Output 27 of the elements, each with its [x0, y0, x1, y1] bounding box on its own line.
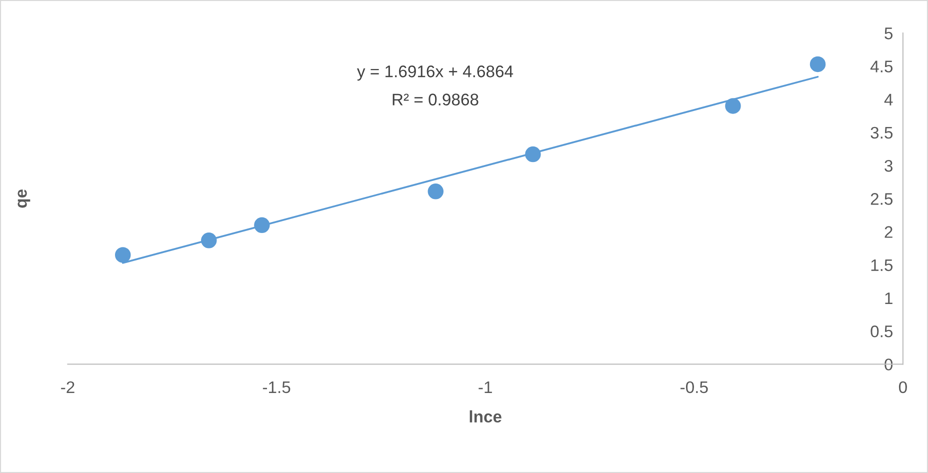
y-axis-title: qe — [18, 190, 30, 208]
point — [428, 184, 444, 200]
y-tick-label: 1.5 — [871, 259, 893, 272]
point — [254, 217, 270, 234]
x-tick-label: -1.5 — [262, 381, 290, 394]
point — [115, 247, 131, 263]
y-tick-label: 4.5 — [870, 60, 893, 72]
y-tick-label: 3 — [884, 160, 892, 172]
x-tick-label: -2 — [61, 381, 74, 393]
x-tick-label: -0.5 — [680, 381, 708, 394]
point — [810, 56, 826, 72]
point — [201, 232, 217, 248]
y-tick-label: 0.5 — [870, 326, 893, 338]
point — [725, 98, 741, 114]
annotation: R² = 0.9868 — [392, 94, 478, 106]
x-tick-label: -1 — [478, 381, 492, 393]
y-tick-label: 2.5 — [870, 193, 893, 205]
y-tick-label: 0 — [884, 358, 893, 370]
x-tick-label: 0 — [898, 381, 907, 394]
y-tick-label: 3.5 — [870, 126, 893, 139]
annotation: y = 1.6916x + 4.6864 — [356, 66, 514, 81]
x-axis-title: lnce — [470, 410, 502, 423]
y-tick-label: 2 — [884, 226, 892, 238]
y-tick-label: 5 — [884, 28, 893, 40]
point — [525, 146, 541, 162]
y-tick-label: 4 — [884, 94, 893, 106]
y-tick-label: 1 — [885, 292, 892, 304]
